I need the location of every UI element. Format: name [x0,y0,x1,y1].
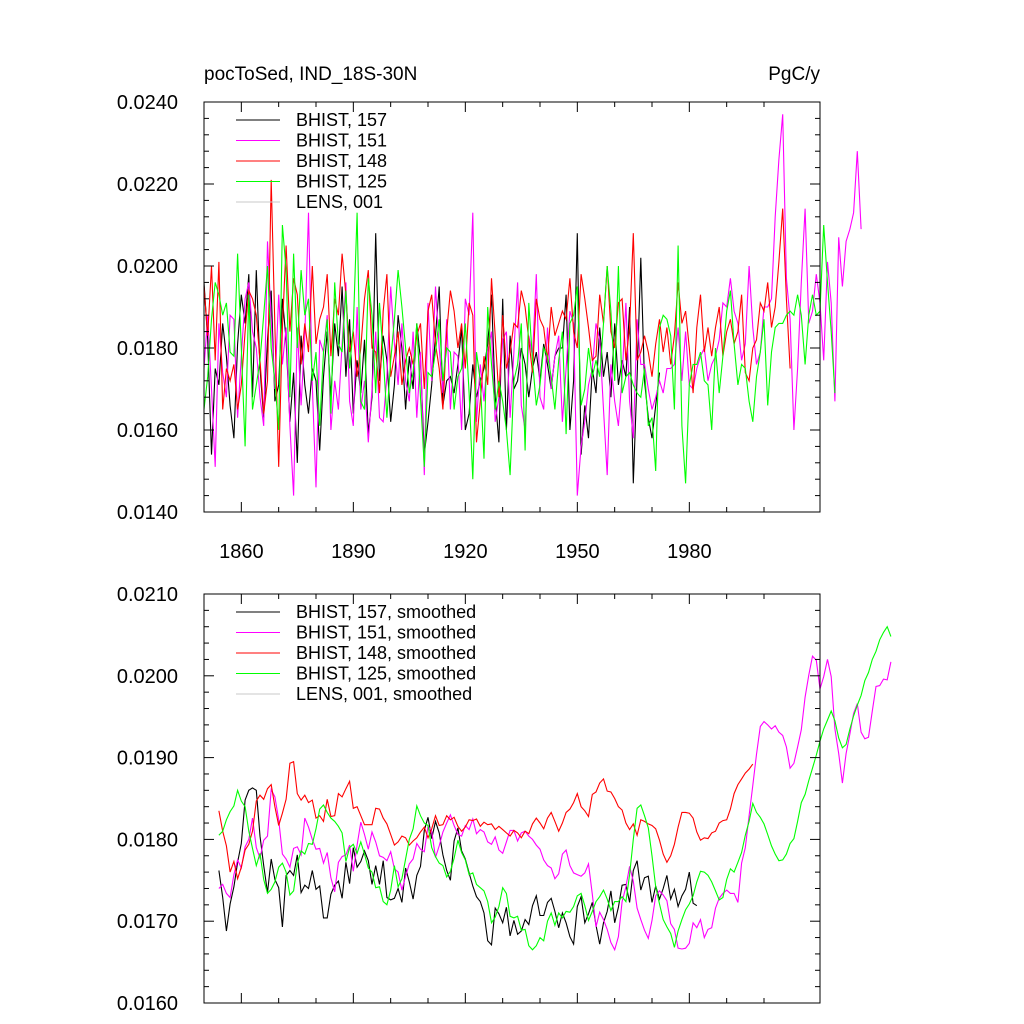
legend-label: BHIST, 157 [296,110,387,130]
legend-label: LENS, 001, smoothed [296,684,472,704]
x-tick-label: 1920 [443,541,488,563]
legend-label: BHIST, 151, smoothed [296,623,476,643]
y-tick-label: 0.0210 [117,584,178,606]
legend-label: LENS, 001 [296,192,383,212]
x-tick-label: 1860 [219,541,264,563]
series-line-2 [203,179,791,467]
legend-label: BHIST, 125, smoothed [296,664,476,684]
legend-label: BHIST, 157, smoothed [296,602,476,622]
x-tick-label: 1950 [555,541,600,563]
units-label: PgC/y [768,64,820,85]
chart-title: pocToSed, IND_18S-30N [204,64,417,85]
legend-label: BHIST, 125 [296,172,387,192]
y-tick-label: 0.0180 [117,829,178,851]
y-tick-label: 0.0180 [117,338,178,360]
plot-frame [203,101,821,513]
series-line-1 [218,655,892,952]
series-line-3 [203,212,836,484]
x-tick-label: 1890 [331,541,376,563]
y-tick-label: 0.0140 [117,502,178,524]
bottom-chart-panel: 0.0160 0.0170 0.0180 0.0190 0.0200 0.0210 BHIS… [117,584,892,1015]
plot-frame [203,593,821,1004]
series-line-2 [218,760,754,881]
y-tick-label: 0.0220 [117,174,178,196]
series-line-3 [218,625,892,951]
top-chart-panel: 0.0140 0.0160 0.0180 0.0200 0.0220 0.0240 1860… [117,64,862,563]
y-tick-label: 0.0160 [117,420,178,442]
y-tick-label: 0.0170 [117,911,178,933]
series-line-0 [218,787,698,947]
legend-label: BHIST, 148 [296,151,387,171]
y-tick-label: 0.0200 [117,666,178,688]
legend-label: BHIST, 151 [296,131,387,151]
legend-label: BHIST, 148, smoothed [296,643,476,663]
x-tick-label: 1980 [667,541,712,563]
y-tick-label: 0.0160 [117,993,178,1015]
y-tick-label: 0.0190 [117,748,178,770]
y-tick-label: 0.0240 [117,92,178,114]
y-tick-label: 0.0200 [117,256,178,278]
